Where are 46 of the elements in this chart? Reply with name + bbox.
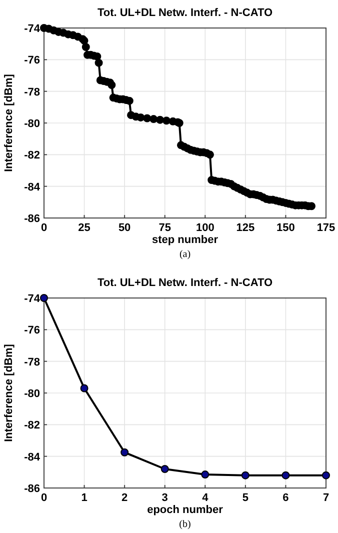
y-tick-label: -80 [24, 118, 40, 130]
y-tick-label: -78 [24, 356, 40, 368]
point [80, 384, 88, 392]
y-tick-label: -80 [24, 388, 40, 400]
point [201, 470, 210, 479]
point [282, 471, 290, 480]
y-tick-label: -86 [24, 483, 40, 495]
point [120, 448, 129, 456]
chart-title: Tot. UL+DL Netw. Interf. - N-CATO [97, 277, 273, 289]
x-tick-label: 0 [40, 222, 48, 234]
y-tick-label: -74 [24, 23, 41, 35]
x-tick-label: 7 [322, 492, 330, 504]
y-axis-title: Interference [dBm] [3, 74, 15, 172]
x-tick-label: 0 [40, 492, 48, 504]
x-tick-label: 175 [316, 222, 336, 234]
x-tick-label: 125 [236, 222, 255, 234]
x-tick-label: 150 [276, 222, 295, 234]
text: (a) [179, 249, 191, 260]
point [322, 471, 330, 480]
point [241, 471, 250, 480]
y-tick-label: -82 [24, 420, 40, 432]
y-tick-label: -84 [24, 181, 41, 194]
x-axis-title: step number [152, 234, 219, 246]
y-tick-label: -76 [24, 324, 40, 337]
x-tick-label: 50 [118, 222, 131, 234]
y-tick-label: -84 [24, 451, 41, 464]
x-tick-label: 2 [122, 492, 128, 504]
y-tick-label: -82 [24, 150, 40, 162]
x-tick-label: 6 [282, 492, 289, 504]
x-axis-title: epoch number [147, 504, 224, 516]
x-tick-label: 4 [202, 492, 210, 504]
y-tick-label: -78 [24, 86, 40, 98]
x-tick-label: 5 [242, 492, 248, 504]
x-tick-label: 1 [81, 492, 88, 504]
y-tick-label: -86 [24, 213, 40, 225]
y-tick-label: -74 [24, 293, 41, 305]
x-tick-label: 100 [196, 222, 214, 234]
point [160, 465, 169, 473]
text: (b) [179, 519, 191, 530]
x-tick-label: 25 [78, 222, 90, 234]
x-tick-label: 75 [158, 222, 171, 234]
y-axis-title: Interference [dBm] [3, 344, 15, 442]
y-tick-label: -76 [24, 54, 40, 67]
point [40, 294, 48, 302]
chart-title: Tot. UL+DL Netw. Interf. - N-CATO [97, 7, 273, 19]
x-tick-label: 3 [162, 492, 168, 504]
